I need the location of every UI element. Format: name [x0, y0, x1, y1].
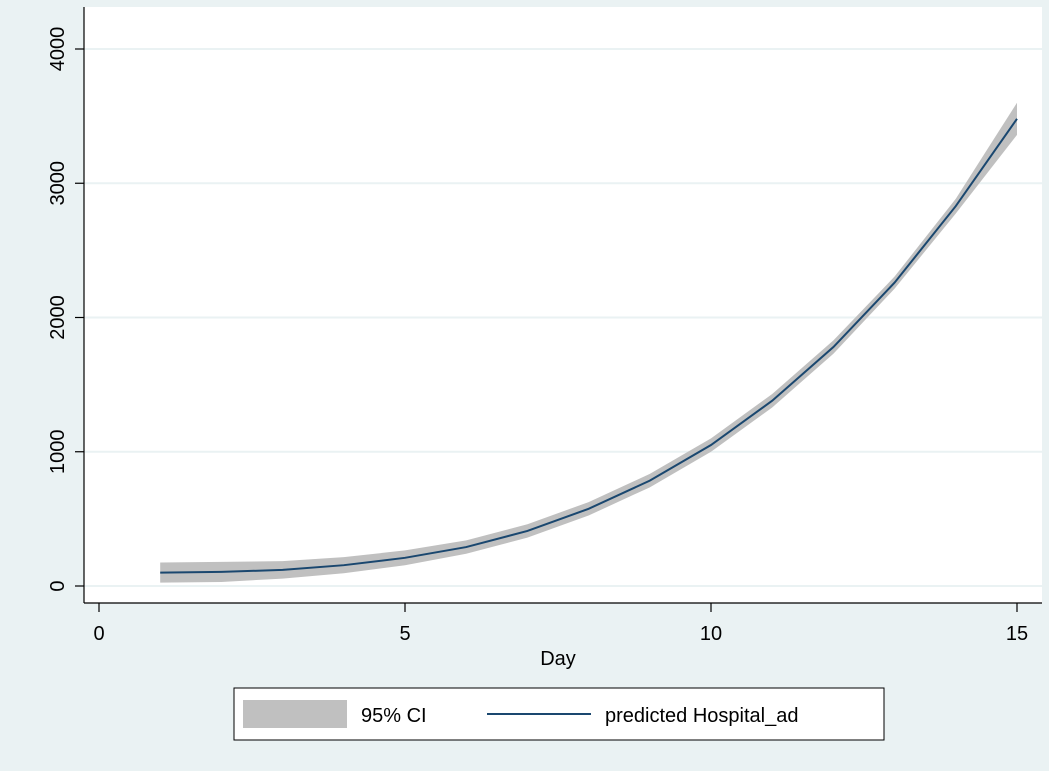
legend: 95% CI predicted Hospital_ad	[233, 687, 885, 741]
y-tick-label: 1000	[47, 430, 69, 475]
plot-region	[84, 7, 1042, 603]
x-tick-label: 10	[700, 623, 722, 645]
line-layer	[160, 118, 1018, 574]
legend-line-label: predicted Hospital_ad	[605, 705, 798, 727]
x-tick-label: 15	[1006, 623, 1028, 645]
y-tick-label: 2000	[47, 295, 69, 340]
x-tick-label: 5	[399, 623, 410, 645]
legend-ci-swatch	[243, 700, 347, 728]
y-tick-label: 3000	[47, 161, 69, 206]
legend-ci-label: 95% CI	[361, 705, 427, 727]
axis-layer: 0 1000 2000 3000 4000 0 5 10 15	[47, 7, 1042, 645]
x-axis-title: Day	[540, 648, 576, 670]
y-tick-label: 4000	[47, 27, 69, 72]
predicted-line	[160, 118, 1018, 574]
grid-layer	[84, 48, 1042, 587]
y-tick-label: 0	[47, 580, 69, 591]
x-tick-label: 0	[93, 623, 104, 645]
